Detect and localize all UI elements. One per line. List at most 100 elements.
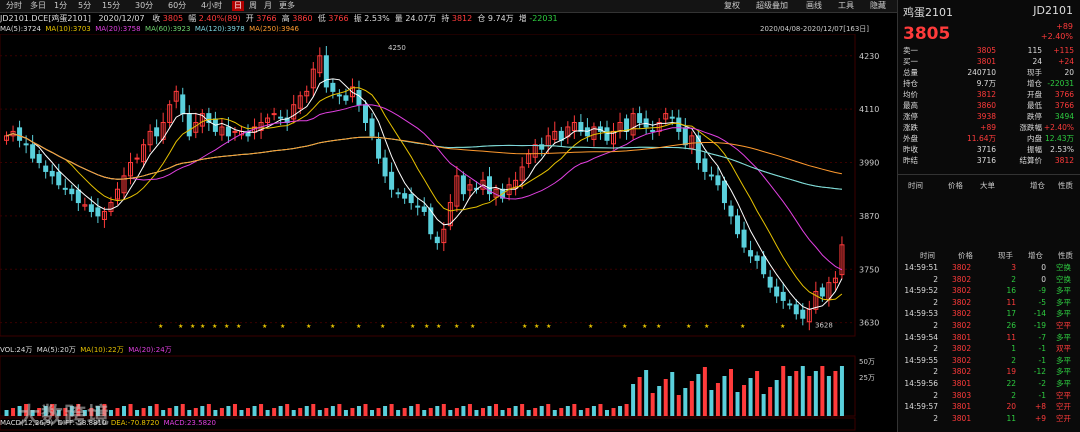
volume-bar [422, 410, 427, 416]
hold-label: 持 [441, 14, 450, 23]
volume-bar [226, 406, 231, 416]
open-value: 3766 [256, 14, 277, 23]
period-10[interactable]: 月 [264, 1, 272, 10]
panel-tab[interactable]: 性质 [1058, 181, 1073, 190]
toolbar-right-1[interactable]: 超级叠加 [756, 1, 788, 10]
candle-body [467, 184, 473, 191]
candle-body [186, 113, 192, 137]
quote-label: 均价 [903, 90, 918, 99]
quote-label2: 结算价 [1019, 156, 1043, 165]
period-3[interactable]: 5分 [78, 1, 92, 10]
volume-bar [787, 376, 792, 416]
signal-star: ★ [190, 323, 195, 330]
candle-body [36, 154, 42, 164]
candle-body [604, 127, 610, 141]
candle-body [336, 94, 342, 97]
period-4[interactable]: 15分 [102, 1, 121, 10]
quote-value2: 3766 [1054, 101, 1074, 110]
quote-label: 总量 [903, 68, 918, 77]
toolbar-right-4[interactable]: 隐藏 [870, 1, 886, 10]
tick-volume: 22 [1006, 379, 1016, 388]
volume-bar [839, 366, 844, 416]
period-1[interactable]: 多日 [30, 1, 46, 10]
tick-col-header: 价格 [958, 251, 973, 260]
oi-value: 9.74万 [487, 14, 514, 23]
panel-tab[interactable]: 大单 [980, 181, 995, 190]
signal-star: ★ [212, 323, 217, 330]
volume-bar [259, 404, 264, 416]
quote-label2: 24 [1032, 57, 1042, 66]
quote-row: 昨收 3716 振幅 2.53% [898, 145, 1080, 155]
tick-price: 3802 [952, 297, 972, 307]
tick-nature: 多平 [1056, 332, 1071, 342]
signal-star: ★ [522, 323, 527, 330]
panel-tab[interactable]: 时间 [908, 181, 923, 190]
tick-price: 3802 [952, 263, 972, 272]
quote-value: 3938 [976, 112, 996, 121]
candle-body [382, 157, 388, 177]
period-toolbar: 分时 多日 1分 5分 15分 30分 60分 4小时日周月更多 复权 超级叠加 画线 工具 隐藏 [0, 0, 1080, 13]
candle-body [75, 189, 81, 204]
candle-body [271, 113, 277, 116]
volume-bar [663, 379, 668, 416]
volume-bar [76, 404, 81, 416]
quote-value2: 12.43万 [1045, 134, 1074, 143]
volume-bar [696, 374, 701, 416]
kline-chart[interactable]: 3630 3750 3870 3990 4110 4230 4250 3628 ★ ★ ★ ★ ★ ★ ★ ★… [0, 34, 893, 432]
volume-legend: VOL:24万 MA(5):20万 MA(10):22万 MA(20):24万 [0, 345, 172, 355]
period-2[interactable]: 1分 [54, 1, 68, 10]
candle-body [128, 162, 134, 177]
tick-nature: 多平 [1056, 355, 1071, 365]
tick-time: 14:59:51 [904, 263, 938, 272]
volume-bar [670, 372, 675, 416]
period-9[interactable]: 周 [249, 1, 257, 10]
volume-bar [807, 376, 812, 416]
volume-bar [330, 406, 335, 416]
toolbar-right-2[interactable]: 画线 [806, 1, 822, 10]
tick-col-header: 时间 [920, 251, 935, 260]
volume-bar [748, 378, 753, 416]
panel-tab[interactable]: 增仓 [1030, 181, 1045, 190]
volume-bar [180, 404, 185, 416]
volume-bar [820, 366, 825, 416]
period-6[interactable]: 60分 [168, 1, 187, 10]
volume-bar [4, 410, 9, 416]
tick-oi-change: -2 [1038, 379, 1046, 388]
candle-body [728, 205, 734, 217]
volume-bar [128, 404, 133, 416]
volume-bar [513, 406, 518, 416]
tick-volume: 20 [1006, 402, 1016, 412]
quote-label2: 开盘 [1027, 90, 1042, 99]
toolbar-right-3[interactable]: 工具 [838, 1, 854, 10]
candle-body [62, 187, 68, 190]
candle-body [206, 113, 212, 124]
vol-ma20: MA(20):24万 [128, 346, 172, 354]
vol-total: VOL:24万 [0, 346, 33, 354]
period-7[interactable]: 4小时 [201, 1, 223, 10]
period-8[interactable]: 日 [232, 1, 244, 11]
quote-value2: 3812 [1054, 156, 1074, 165]
volume-bar [102, 404, 107, 416]
tick-row: 14:59:57 3801 20 +8 空开 [898, 401, 1080, 412]
panel-tab[interactable]: 价格 [948, 181, 963, 190]
period-5[interactable]: 30分 [135, 1, 154, 10]
signal-star: ★ [424, 323, 429, 330]
quote-value: 3812 [976, 90, 996, 99]
toolbar-right-0[interactable]: 复权 [724, 1, 740, 10]
tick-volume: 1 [1011, 344, 1016, 354]
period-11[interactable]: 更多 [279, 1, 295, 10]
quote-value: 9.7万 [976, 79, 996, 88]
candle-body [310, 68, 316, 89]
volume-bar [657, 386, 662, 416]
macd-name: MACD(12,26,9) [0, 419, 54, 427]
tick-price: 3802 [952, 367, 972, 377]
candle-body [819, 287, 825, 297]
symbol-label: JD2101.DCE[鸡蛋2101] [0, 14, 91, 23]
candle-body [30, 144, 36, 159]
period-0[interactable]: 分时 [6, 1, 22, 10]
ma10-line [6, 87, 843, 301]
quote-label2: 最低 [1027, 101, 1042, 110]
tick-time: 14:59:53 [904, 309, 938, 319]
open-label: 开 [245, 14, 254, 23]
volume-bar [11, 408, 16, 416]
